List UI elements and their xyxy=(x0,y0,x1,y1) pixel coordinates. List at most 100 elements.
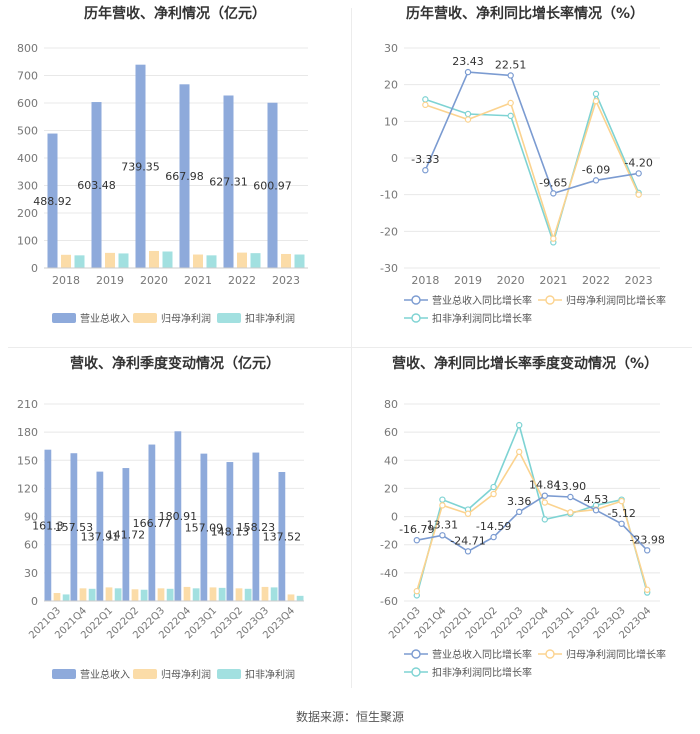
data-label: 603.48 xyxy=(77,179,116,192)
series-point xyxy=(592,506,600,514)
data-label: 23.43 xyxy=(452,55,484,68)
data-label: 22.51 xyxy=(495,58,527,71)
chart-title: 营收、净利同比增长率季度变动情况（%） xyxy=(392,355,658,372)
bar-deducted-profit xyxy=(74,255,85,268)
bar-net-profit xyxy=(183,586,191,601)
legend-swatch xyxy=(217,313,241,323)
bar-revenue xyxy=(278,471,286,601)
legend-swatch xyxy=(52,313,76,323)
bar-net-profit xyxy=(157,588,165,601)
chart-title: 历年营收、净利同比增长率情况（%） xyxy=(406,5,644,22)
data-label: 3.36 xyxy=(507,495,532,508)
bar-deducted-profit xyxy=(88,588,96,601)
bar-deducted-profit xyxy=(218,587,226,601)
annual-revenue-profit-panel: 历年营收、净利情况（亿元） 0 100 200 300 400 500 600 700 800 48… xyxy=(0,0,350,348)
bar-net-profit xyxy=(261,586,269,601)
data-label: 488.92 xyxy=(33,195,72,208)
data-label: -5.12 xyxy=(607,507,635,520)
y-tick-label: 400 xyxy=(17,152,38,165)
x-tick-label: 2020 xyxy=(497,274,525,287)
y-tick-label: 40 xyxy=(384,454,398,467)
series-point xyxy=(422,167,429,174)
x-tick-label: 2018 xyxy=(411,274,439,287)
annual-bar-chart: 历年营收、净利情况（亿元） 0 100 200 300 400 500 600 700 800 48… xyxy=(17,5,308,325)
bar-deducted-profit xyxy=(244,588,252,601)
series-point xyxy=(635,191,642,198)
series-point xyxy=(439,502,446,509)
bar-net-profit xyxy=(105,587,113,601)
bar-deducted-profit xyxy=(250,253,261,268)
x-tick-label: 2022 xyxy=(582,274,610,287)
chart-title: 营收、净利季度变动情况（亿元） xyxy=(70,355,280,372)
quarterly-revenue-profit-panel: 营收、净利季度变动情况（亿元） 0 30 60 90 120 150 180 210 161.3 1… xyxy=(0,348,350,696)
bar-net-profit xyxy=(235,588,243,601)
data-label: 158.23 xyxy=(237,521,276,534)
y-tick-label: 120 xyxy=(17,482,38,495)
y-tick-label: 30 xyxy=(384,42,398,55)
series-point xyxy=(567,509,574,516)
bar-net-profit xyxy=(53,593,61,601)
series-point xyxy=(490,483,497,491)
bar-revenue xyxy=(252,452,260,601)
series-point xyxy=(507,112,514,120)
legend-label: 扣非净利润 xyxy=(245,668,295,681)
bar-net-profit xyxy=(209,587,217,601)
series-point xyxy=(541,516,548,523)
y-tick-label: 20 xyxy=(384,482,398,495)
y-tick-label: 10 xyxy=(384,115,398,128)
legend-swatch xyxy=(52,669,76,679)
x-tick-label: 2019 xyxy=(96,274,124,287)
legend-label: 营业总收入 xyxy=(80,312,130,325)
y-tick-label: 800 xyxy=(17,42,38,55)
y-tick-label: 0 xyxy=(31,595,38,608)
series-point xyxy=(592,97,600,105)
bar-net-profit xyxy=(61,254,71,268)
series-point xyxy=(541,499,548,506)
bar-revenue xyxy=(47,133,58,268)
series-point xyxy=(550,190,557,197)
x-tick-label: 2023 xyxy=(272,274,300,287)
bar-deducted-profit xyxy=(162,251,173,268)
bar-revenue xyxy=(148,444,156,601)
y-tick-label: 0 xyxy=(391,511,398,524)
series-point xyxy=(567,493,574,501)
data-label: -4.20 xyxy=(624,156,652,169)
data-label: 627.31 xyxy=(209,176,248,189)
series-point xyxy=(439,532,446,539)
y-tick-label: -20 xyxy=(380,225,398,238)
x-tick-label: 2022 xyxy=(228,274,256,287)
data-label: 148.13 xyxy=(211,526,250,539)
legend-label: 营业总收入同比增长率 xyxy=(432,294,532,307)
bar-revenue xyxy=(44,449,52,601)
series-point xyxy=(507,72,514,79)
bar-net-profit xyxy=(131,589,139,601)
data-label: 180.91 xyxy=(159,510,198,523)
bar-net-profit xyxy=(79,588,87,601)
data-label: -16.79 xyxy=(399,523,434,536)
y-tick-label: -20 xyxy=(380,539,398,552)
legend-label: 扣非净利润同比增长率 xyxy=(432,666,532,679)
data-label: 161.3 xyxy=(32,519,64,532)
series-point xyxy=(644,586,651,593)
legend-label: 扣非净利润同比增长率 xyxy=(432,312,532,325)
quarterly-bar-chart: 营收、净利季度变动情况（亿元）0306090120150180210161.31… xyxy=(17,355,304,681)
bar-revenue xyxy=(135,64,146,269)
series-point xyxy=(490,533,497,541)
x-tick-label: 2020 xyxy=(140,274,168,287)
x-tick-label: 2018 xyxy=(52,274,80,287)
x-tick-label: 2019 xyxy=(454,274,482,287)
bar-revenue xyxy=(91,102,102,268)
y-tick-label: -30 xyxy=(380,262,398,275)
y-tick-label: 60 xyxy=(24,539,38,552)
legend-swatch xyxy=(133,313,157,323)
series-point xyxy=(515,421,523,429)
series-point xyxy=(464,548,472,555)
data-label: 137.91 xyxy=(81,530,120,543)
legend-marker xyxy=(411,667,421,677)
bar-revenue xyxy=(223,95,234,269)
series-point xyxy=(592,90,600,98)
legend-marker xyxy=(411,295,421,305)
series-point xyxy=(422,96,429,103)
series-line xyxy=(416,450,648,592)
y-tick-label: 150 xyxy=(17,454,38,467)
